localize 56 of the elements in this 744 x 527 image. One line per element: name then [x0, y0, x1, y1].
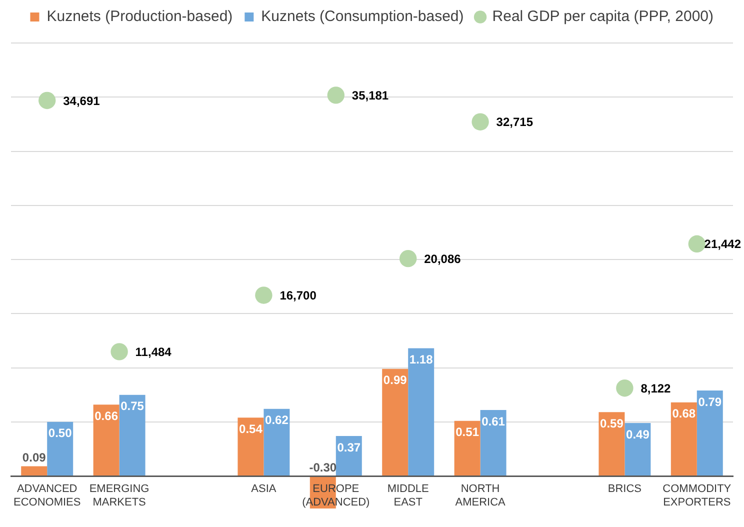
data-label: 0.75 — [120, 399, 144, 414]
data-label: 0.50 — [48, 426, 72, 440]
point — [110, 343, 128, 360]
bar — [238, 418, 264, 476]
point — [255, 286, 272, 304]
data-label: 1.18 — [409, 352, 434, 367]
legend-label: Kuznets (Production-based) — [46, 8, 233, 26]
point — [688, 235, 706, 252]
bar — [382, 368, 408, 476]
bar — [93, 404, 120, 476]
point — [327, 86, 344, 104]
bar — [598, 412, 625, 476]
x-tick-label: BRICS — [608, 483, 642, 496]
data-label: 0.37 — [337, 440, 361, 454]
data-label: 0.79 — [698, 394, 722, 409]
data-label: -0.30 — [309, 460, 337, 474]
x-tick-label: COMMODITY EXPORTERS — [662, 483, 732, 508]
bar — [480, 410, 506, 476]
data-label: 0.66 — [94, 408, 118, 423]
bar — [47, 422, 74, 476]
bar — [21, 466, 48, 476]
bar — [696, 390, 723, 476]
data-label: 0.51 — [456, 425, 480, 440]
bar — [624, 422, 651, 476]
bar — [454, 420, 480, 476]
data-label: 0.09 — [22, 450, 46, 465]
x-tick-label: NORTH AMERICA — [455, 483, 506, 508]
point — [472, 113, 489, 130]
point — [38, 92, 56, 110]
x-tick-label: MIDDLE EAST — [387, 483, 429, 508]
point — [400, 250, 417, 268]
bar — [264, 408, 290, 476]
data-label: 0.68 — [672, 406, 696, 421]
data-label: 0.59 — [600, 416, 624, 430]
data-label: 8,122 — [640, 381, 672, 396]
data-label: 0.99 — [383, 373, 408, 388]
legend-label: Real GDP per capita (PPP, 2000) — [492, 8, 714, 26]
data-label: 0.61 — [482, 414, 506, 428]
data-label: 0.62 — [265, 413, 289, 428]
legend-label: Kuznets (Consumption-based) — [261, 8, 464, 26]
data-label: 32,715 — [496, 115, 534, 130]
x-tick-label: ADVANCED ECONOMIES — [13, 483, 81, 508]
data-label: 11,484 — [135, 345, 172, 360]
data-label: 0.49 — [626, 427, 650, 442]
data-label: 21,442 — [704, 237, 742, 252]
point — [616, 380, 634, 397]
bar — [670, 402, 697, 476]
data-label: 20,086 — [424, 252, 462, 266]
data-label: 35,181 — [352, 88, 389, 102]
bar — [119, 394, 146, 476]
x-tick-label: EMERGING MARKETS — [89, 483, 150, 508]
bar — [408, 348, 434, 476]
data-label: 16,700 — [280, 288, 317, 303]
data-label: 0.54 — [239, 422, 263, 436]
x-tick-label: ASIA — [251, 483, 277, 496]
data-label: 34,691 — [63, 94, 100, 108]
